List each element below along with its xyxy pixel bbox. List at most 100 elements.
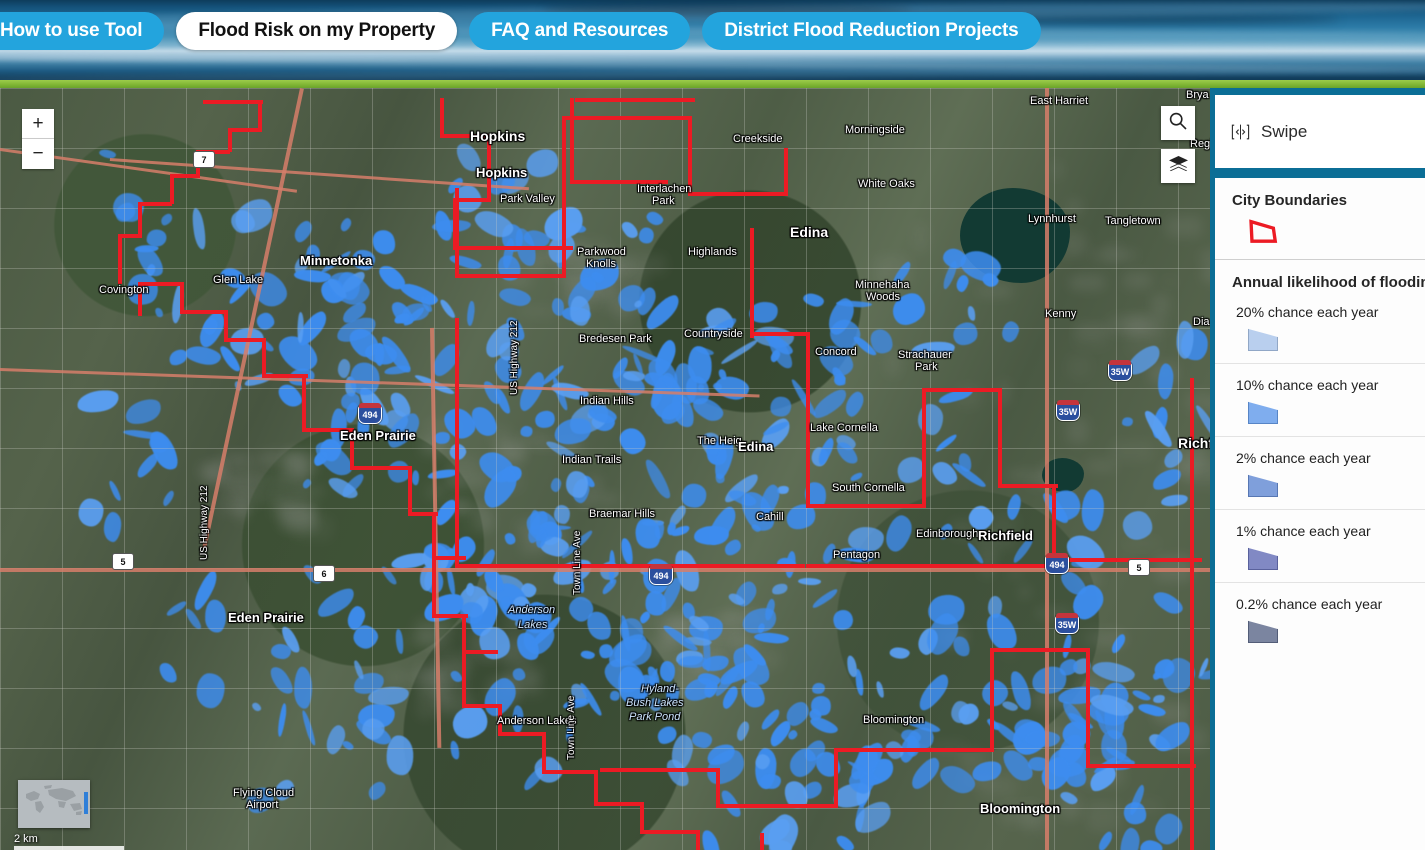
map-urban-patch bbox=[1049, 160, 1064, 180]
map-urban-patch bbox=[271, 485, 307, 508]
map-urban-patch bbox=[243, 475, 260, 493]
map-urban-patch bbox=[1000, 803, 1044, 824]
city-boundary-segment bbox=[462, 650, 466, 706]
map-urban-patch bbox=[1190, 442, 1210, 466]
tab-label: How to use Tool bbox=[0, 20, 143, 41]
legend-row-label: 1% chance each year bbox=[1236, 523, 1371, 539]
city-boundary-segment bbox=[498, 704, 502, 734]
swipe-panel: Swipe bbox=[1215, 95, 1425, 168]
city-boundary-segment bbox=[138, 282, 184, 286]
map-urban-patch bbox=[416, 695, 434, 719]
layers-button[interactable] bbox=[1161, 149, 1195, 183]
zoom-out-button[interactable]: − bbox=[22, 139, 54, 169]
map-urban-patch bbox=[1152, 294, 1169, 316]
city-boundary-segment bbox=[990, 648, 1090, 652]
city-boundary-segment bbox=[542, 732, 546, 772]
tab-district-flood-reduction-projects[interactable]: District Flood Reduction Projects bbox=[702, 12, 1041, 50]
map-urban-patch bbox=[520, 432, 551, 449]
map-urban-patch bbox=[1006, 569, 1026, 579]
legend-row-label: 0.2% chance each year bbox=[1236, 596, 1383, 612]
city-boundary-segment bbox=[118, 234, 142, 238]
city-boundary-segment bbox=[716, 804, 836, 808]
map-urban-patch bbox=[279, 502, 318, 528]
map-road bbox=[0, 628, 1210, 629]
overview-extent-box bbox=[84, 792, 88, 814]
city-boundary-segment bbox=[408, 512, 438, 516]
map-tools bbox=[1161, 106, 1195, 192]
city-boundary-segment bbox=[350, 466, 412, 470]
map-road bbox=[310, 88, 311, 850]
city-boundary-segment bbox=[118, 234, 122, 284]
map-urban-patch bbox=[261, 472, 290, 489]
city-boundary-segment bbox=[350, 428, 354, 468]
map-urban-patch bbox=[258, 451, 301, 464]
city-boundary-segment bbox=[716, 768, 720, 808]
map-urban-patch bbox=[1108, 316, 1150, 334]
flood-polygon bbox=[565, 470, 589, 499]
legend-divider bbox=[1215, 259, 1425, 260]
map-urban-patch bbox=[418, 668, 448, 698]
flood-polygon bbox=[511, 705, 524, 734]
map-road bbox=[0, 88, 1, 850]
map-road bbox=[1116, 88, 1117, 850]
city-boundary-segment bbox=[180, 282, 184, 312]
tab-flood-risk-on-my-property[interactable]: Flood Risk on my Property bbox=[176, 12, 458, 50]
map-canvas[interactable]: Hopkins Hopkins Creekside East Harriet Morni… bbox=[0, 88, 1210, 850]
legend-swatch-wrap bbox=[1215, 473, 1425, 497]
map-urban-patch bbox=[505, 274, 532, 286]
map-urban-patch bbox=[1092, 250, 1137, 260]
map-urban-patch bbox=[476, 506, 493, 532]
map-urban-patch bbox=[464, 514, 492, 532]
city-boundary-segment bbox=[696, 830, 700, 850]
city-boundary-segment bbox=[453, 246, 573, 250]
tab-how-to-use-tool[interactable]: How to use Tool bbox=[0, 12, 165, 50]
flood-polygon bbox=[565, 725, 573, 743]
map-urban-patch bbox=[232, 473, 268, 497]
city-boundary-segment bbox=[990, 648, 994, 752]
map-urban-patch bbox=[1165, 216, 1203, 237]
shield-top-band bbox=[1109, 360, 1131, 365]
city-boundary-segment bbox=[750, 228, 754, 338]
map-urban-patch bbox=[217, 492, 234, 503]
map-urban-patch bbox=[1209, 398, 1210, 415]
map-urban-patch bbox=[628, 256, 666, 273]
swipe-control[interactable]: Swipe bbox=[1231, 122, 1307, 142]
banner-grass-strip bbox=[0, 80, 1425, 88]
map-urban-patch bbox=[1066, 418, 1088, 444]
map-urban-patch bbox=[295, 454, 309, 483]
flood-polygon bbox=[520, 425, 533, 437]
map-urban-patch bbox=[1161, 278, 1180, 287]
city-boundary-segment bbox=[170, 174, 200, 178]
map-urban-patch bbox=[1018, 585, 1031, 599]
tab-faq-and-resources[interactable]: FAQ and Resources bbox=[469, 12, 691, 50]
overview-map-widget[interactable] bbox=[18, 780, 90, 828]
highway-shield-5: 5 bbox=[1128, 559, 1150, 576]
map-urban-patch bbox=[1124, 314, 1165, 336]
legend-row: 20% chance each year bbox=[1215, 291, 1425, 363]
city-boundary-segment bbox=[462, 614, 466, 654]
map-urban-patch bbox=[1199, 251, 1210, 265]
map-urban-patch bbox=[591, 473, 604, 496]
map-urban-patch bbox=[717, 610, 748, 619]
map-urban-patch bbox=[223, 475, 249, 494]
legend-swatch bbox=[1248, 474, 1278, 497]
map-urban-patch bbox=[387, 670, 402, 686]
legend-flood-group-title: Annual likelihood of flooding bbox=[1232, 274, 1425, 291]
map-urban-patch bbox=[454, 501, 468, 513]
map-urban-patch bbox=[264, 456, 276, 468]
city-boundary-segment bbox=[640, 830, 700, 834]
city-boundary-segment bbox=[688, 116, 692, 196]
city-boundary-swatch bbox=[1249, 219, 1278, 243]
city-boundary-segment bbox=[562, 116, 692, 120]
legend-row: 0.2% chance each year bbox=[1215, 582, 1425, 655]
city-boundary-segment bbox=[640, 802, 644, 832]
map-road bbox=[0, 208, 1210, 209]
highway-shield-494: 494 bbox=[358, 403, 382, 424]
map-road bbox=[0, 88, 1210, 89]
city-boundary-segment bbox=[542, 770, 598, 774]
map-urban-patch bbox=[223, 476, 237, 486]
map-urban-patch bbox=[516, 679, 545, 698]
map-urban-patch bbox=[1002, 649, 1017, 658]
search-button[interactable] bbox=[1161, 106, 1195, 140]
zoom-in-button[interactable]: + bbox=[22, 109, 54, 139]
